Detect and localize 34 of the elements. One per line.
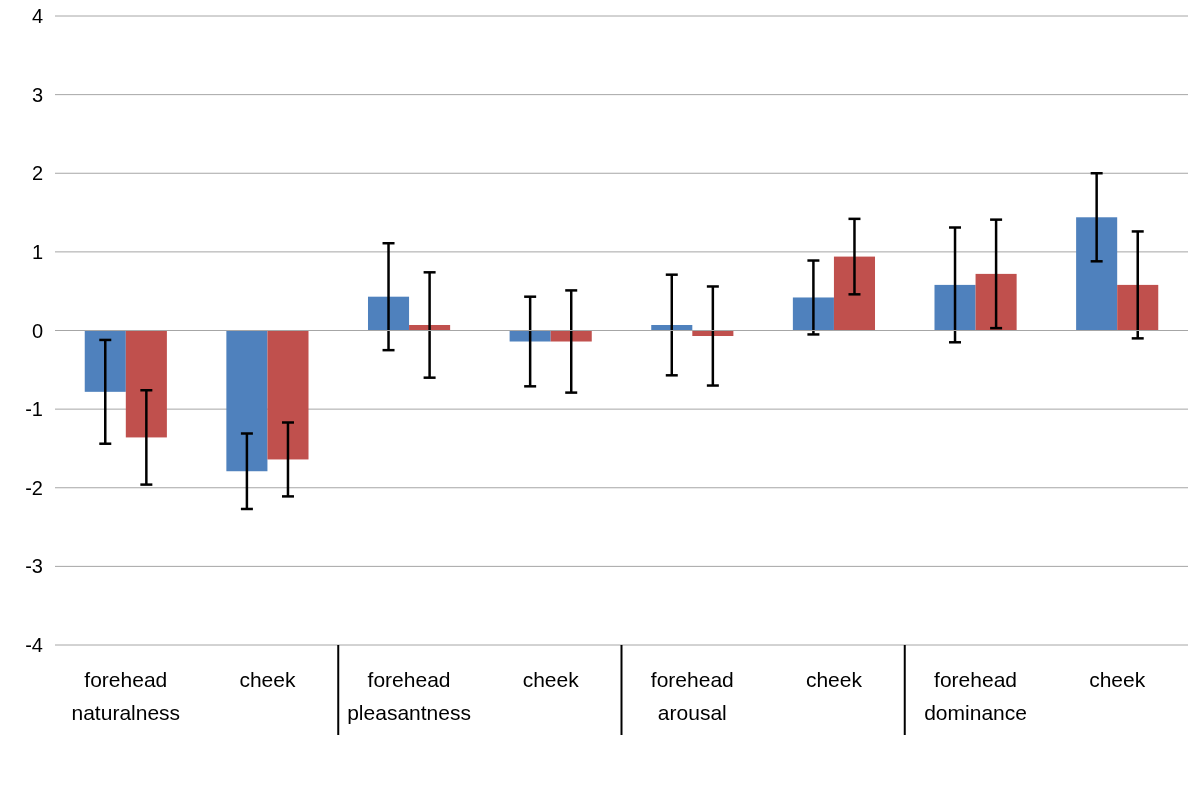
text: arousal bbox=[657, 701, 727, 724]
y-tick-label: 3 bbox=[31, 83, 43, 106]
bar bbox=[125, 330, 167, 438]
y-tick-label: -4 bbox=[25, 634, 43, 656]
bar bbox=[934, 284, 976, 331]
text: dominance bbox=[924, 701, 1027, 724]
bar bbox=[509, 330, 551, 342]
bar bbox=[792, 297, 834, 331]
bar bbox=[226, 330, 268, 472]
text: pleasantness bbox=[347, 701, 471, 724]
x-tick-label: cheek bbox=[239, 668, 296, 691]
y-tick-label: 1 bbox=[31, 240, 43, 263]
x-tick-label: forehead bbox=[84, 668, 168, 691]
y-tick-label: -1 bbox=[25, 398, 43, 421]
y-tick-label: 2 bbox=[31, 162, 43, 185]
x-tick-label: forehead bbox=[367, 668, 451, 691]
y-tick-label: 0 bbox=[31, 319, 43, 342]
y-tick-label: 4 bbox=[31, 5, 43, 27]
x-tick-label: cheek bbox=[522, 668, 580, 691]
x-tick-label: cheek bbox=[1089, 668, 1146, 691]
x-tick-label: cheek bbox=[805, 668, 863, 691]
bar bbox=[367, 296, 410, 331]
y-tick-label: -2 bbox=[25, 476, 43, 499]
bar bbox=[1117, 284, 1159, 331]
bar bbox=[267, 330, 309, 460]
bar bbox=[84, 330, 126, 392]
x-tick-label: forehead bbox=[934, 668, 1018, 691]
x-tick-label: forehead bbox=[650, 668, 734, 691]
bar bbox=[833, 256, 876, 331]
bar bbox=[1076, 217, 1118, 331]
y-tick-label: -3 bbox=[25, 555, 43, 578]
bar bbox=[550, 330, 592, 342]
text: naturalness bbox=[71, 701, 181, 724]
bar bbox=[975, 273, 1017, 331]
